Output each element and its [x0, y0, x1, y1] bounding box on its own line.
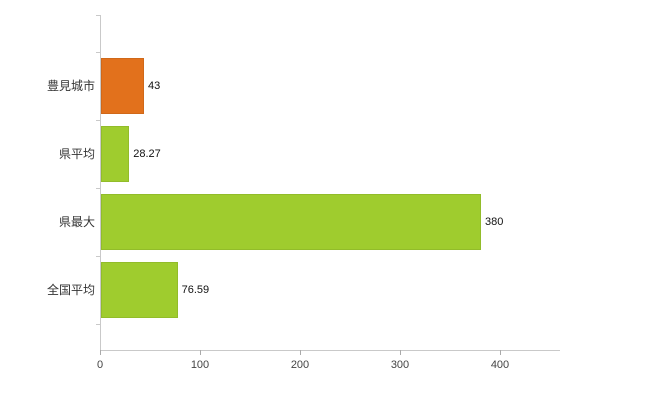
x-tick-label: 200 — [290, 359, 310, 371]
bar-row: 豊見城市 43 — [47, 52, 560, 120]
value-label: 76.59 — [181, 284, 210, 296]
x-tick — [200, 350, 201, 355]
x-tick — [400, 350, 401, 355]
bar-row: 県最大 380 — [59, 188, 560, 256]
x-tick-label: 100 — [190, 359, 210, 371]
bar-row: 全国平均 76.59 — [47, 256, 560, 324]
y-tick — [96, 324, 100, 325]
category-label: 県平均 — [58, 147, 95, 161]
y-tick — [96, 256, 100, 257]
y-axis-line — [100, 15, 101, 350]
x-axis-line — [100, 350, 560, 351]
value-label: 380 — [485, 216, 504, 228]
x-tick-label: 0 — [96, 359, 104, 371]
y-tick — [96, 120, 100, 121]
x-tick-label: 300 — [390, 359, 410, 371]
y-tick — [96, 52, 100, 53]
x-tick-label: 400 — [490, 359, 510, 371]
plot-area: 豊見城市 43 県平均 28.27 県最大 380 全国平均 76.59 — [47, 52, 560, 324]
y-tick — [96, 188, 100, 189]
x-tick — [100, 350, 101, 355]
category-label: 豊見城市 — [46, 79, 95, 93]
value-label: 28.27 — [133, 148, 161, 160]
y-tick — [96, 15, 100, 16]
category-label: 全国平均 — [46, 283, 95, 297]
x-tick — [500, 350, 501, 355]
bar-1[interactable] — [101, 126, 130, 182]
x-tick — [300, 350, 301, 355]
category-label: 県最大 — [58, 215, 95, 229]
bar-3[interactable] — [101, 262, 178, 318]
bar-row: 県平均 28.27 — [59, 120, 560, 188]
bar-2[interactable] — [101, 194, 481, 250]
bar-0[interactable] — [101, 58, 144, 114]
value-label: 43 — [148, 80, 161, 92]
